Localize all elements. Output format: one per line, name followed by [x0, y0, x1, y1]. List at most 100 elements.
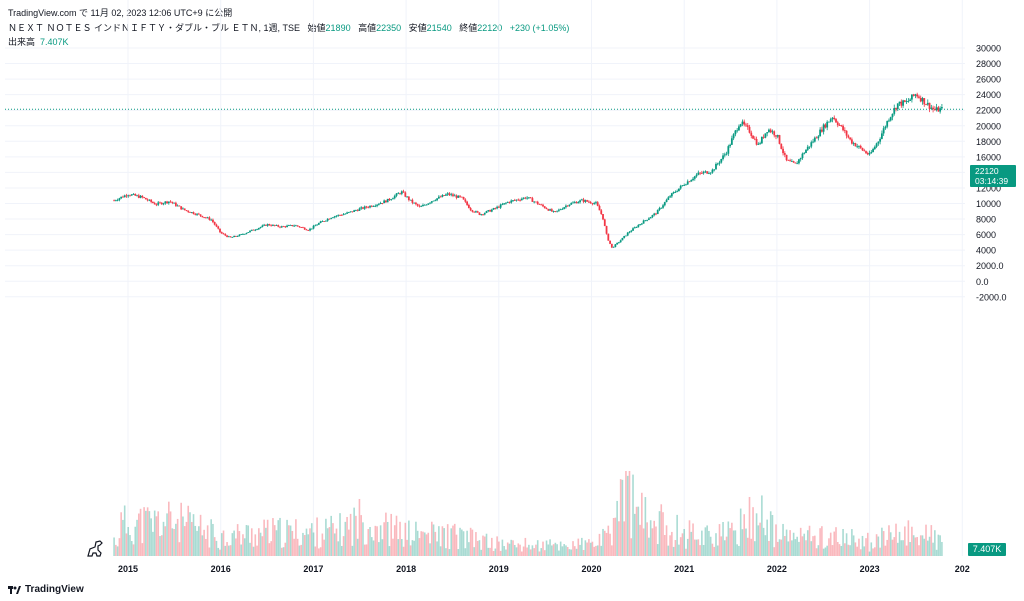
volume-bar — [425, 534, 428, 556]
candle-body — [699, 172, 701, 174]
volume-bar — [282, 547, 285, 556]
candle-body — [759, 143, 762, 145]
volume-bar — [141, 543, 144, 556]
candle-body — [372, 206, 375, 207]
y-tick-label: 18000 — [976, 137, 1001, 147]
candle-body — [900, 101, 903, 106]
volume-bar — [358, 498, 361, 556]
candle-body — [926, 102, 929, 105]
candle-body — [462, 196, 465, 200]
candle-body — [522, 197, 525, 199]
candle-body — [734, 130, 737, 135]
candle-body — [261, 225, 264, 228]
volume-bar — [328, 527, 331, 556]
candles — [113, 92, 943, 249]
volume-bar — [888, 525, 890, 556]
candle-body — [134, 193, 137, 196]
candle-body — [803, 152, 806, 154]
candle-body — [776, 135, 779, 137]
volume-bar — [298, 545, 301, 556]
tradingview-logo[interactable]: TradingView — [8, 584, 84, 595]
candle-body — [819, 129, 822, 137]
volume-bar — [824, 547, 827, 556]
candle-body — [856, 146, 859, 148]
candle-body — [808, 146, 811, 148]
candle-body — [439, 196, 442, 198]
volume-bar — [418, 538, 421, 556]
volume-bar — [596, 545, 599, 556]
volume-bar — [568, 549, 571, 556]
candle-body — [157, 202, 160, 205]
volume-bar — [259, 532, 262, 556]
x-tick-label: 2019 — [489, 564, 509, 574]
volume-bar — [333, 533, 336, 556]
volume-bar — [150, 518, 152, 556]
candle-body — [542, 204, 544, 207]
candle-body — [690, 180, 693, 182]
volume-bar — [632, 474, 634, 556]
candle-body — [520, 198, 523, 201]
y-tick-label: 30000 — [976, 44, 1001, 54]
candle-body — [773, 131, 776, 136]
volume-bar — [310, 523, 313, 556]
volume-bar — [208, 547, 211, 556]
candle-body — [642, 220, 645, 224]
candle-body — [333, 216, 336, 218]
candle-body — [222, 233, 225, 235]
volume-bar — [865, 538, 867, 556]
candle-body — [801, 153, 804, 159]
open-label: 始値 — [307, 23, 326, 33]
volume-bar — [346, 516, 348, 556]
candle-body — [716, 163, 719, 165]
candle-body — [725, 153, 728, 155]
candle-body — [137, 195, 140, 198]
x-tick-label: 2015 — [118, 564, 138, 574]
candle-body — [178, 205, 181, 207]
volume-bar — [501, 539, 504, 556]
volume-bar — [411, 540, 414, 556]
x-tick-label: 2017 — [303, 564, 323, 574]
candle-body — [877, 141, 880, 144]
volume-bar — [431, 521, 433, 556]
candle-body — [478, 212, 481, 215]
volume-bar — [934, 530, 936, 556]
candle-body — [655, 213, 657, 215]
candle-body — [713, 169, 716, 171]
volume-bar — [745, 528, 747, 556]
volume-bar — [858, 538, 860, 556]
volume-bar — [370, 537, 373, 556]
volume-bar — [160, 535, 163, 556]
volume-bar — [351, 545, 354, 556]
candle-body — [256, 229, 258, 231]
volume-bar — [409, 545, 412, 556]
volume-bar — [169, 511, 172, 556]
dino-icon — [87, 540, 103, 557]
volume-bar — [446, 524, 449, 556]
candle-body — [370, 205, 373, 207]
volume-bar — [757, 525, 760, 556]
symbol-title: ＮＥＸＴ ＮＯＴＥＳ インドＮＩＦＴＹ・ダブル・ブル ＥＴＮ, 1週, TSE — [8, 23, 301, 33]
candle-body — [730, 138, 733, 145]
candle-body — [386, 198, 389, 203]
candle-body — [632, 228, 634, 231]
time-axis[interactable]: 2015 2016 2017 2018 2019 2020 2021 2022 2023 202 — [118, 564, 970, 574]
volume-bar — [808, 525, 811, 556]
candle-body — [459, 195, 461, 197]
volume-bar — [408, 520, 410, 556]
candle-body — [766, 132, 769, 134]
volume-bar — [932, 542, 934, 556]
volume-bar — [508, 543, 511, 556]
candle-body — [330, 217, 333, 219]
volume-bar — [123, 505, 126, 556]
volume-bar — [452, 525, 454, 556]
candle-body — [663, 202, 666, 206]
candle-body — [923, 98, 926, 105]
volume-bar — [125, 533, 128, 556]
volume-bar — [549, 539, 551, 556]
candle-body — [120, 196, 123, 199]
volume-bar — [522, 546, 525, 556]
volume-bar — [595, 545, 597, 556]
y-tick-label: 20000 — [976, 121, 1001, 131]
volume-bar — [309, 528, 311, 556]
